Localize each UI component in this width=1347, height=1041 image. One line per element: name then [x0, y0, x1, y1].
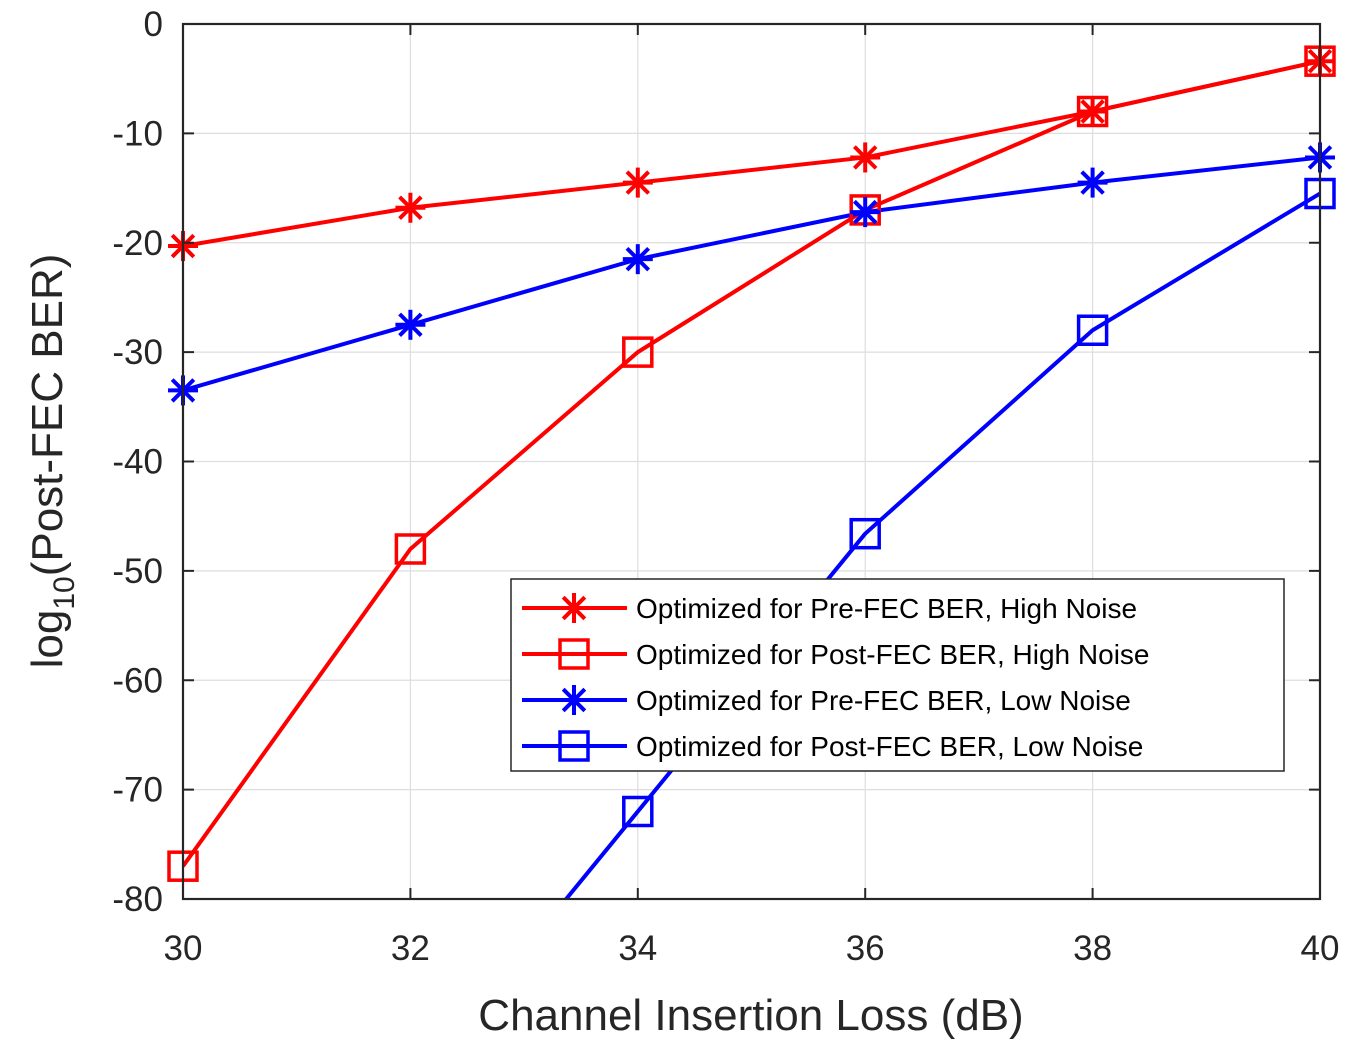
x-axis-title: Channel Insertion Loss (dB): [478, 991, 1023, 1040]
series-layer: [183, 59, 1320, 899]
y-axis-title-prefix: log: [23, 610, 72, 669]
y-tick-label: -60: [112, 661, 163, 700]
legend-label: Optimized for Pre-FEC BER, High Noise: [636, 593, 1137, 624]
x-tick-label: 38: [1073, 929, 1112, 968]
legend-label: Optimized for Post-FEC BER, High Noise: [636, 639, 1150, 670]
data-point-s1: [395, 192, 426, 223]
y-tick-label: -50: [112, 552, 163, 591]
legend-label: Optimized for Pre-FEC BER, Low Noise: [636, 685, 1131, 716]
ticks: [182, 23, 1321, 900]
legend-entry-1: Optimized for Pre-FEC BER, High Noise: [522, 593, 1137, 624]
data-point-s3: [850, 197, 881, 228]
data-point-s3: [1077, 167, 1108, 198]
tick-labels: 30 32 34 36 38 40 0 -10 -20 -30 -40 -50 -60 -70 -80: [112, 5, 1339, 968]
y-tick-label: -40: [112, 443, 163, 482]
legend-entries: Optimized for Pre-FEC BER, High Noise Opt…: [522, 593, 1150, 762]
y-tick-label: 0: [144, 5, 163, 44]
legend-marker: [559, 593, 589, 623]
data-point-s4: [1076, 314, 1109, 346]
data-point-s4: [622, 795, 654, 828]
legend-marker: [559, 685, 589, 715]
x-tick-label: 30: [164, 929, 203, 968]
y-axis-title: log10(Post-FEC BER): [23, 254, 81, 669]
legend-label: Optimized for Post-FEC BER, Low Noise: [636, 731, 1143, 762]
data-point-s1: [850, 142, 881, 173]
y-tick-label: -20: [112, 224, 163, 263]
data-point-s1: [1077, 96, 1108, 127]
x-tick-label: 36: [846, 929, 885, 968]
legend-entry-4: Optimized for Post-FEC BER, Low Noise: [522, 730, 1143, 762]
data-point-s2: [1076, 95, 1109, 128]
y-tick-label: -70: [112, 771, 163, 810]
data-point-s1: [622, 167, 653, 198]
y-axis-title-subscript: 10: [48, 576, 81, 609]
legend-marker: [558, 638, 590, 670]
x-tick-label: 34: [618, 929, 657, 968]
y-axis-title-suffix: (Post-FEC BER): [23, 254, 72, 577]
data-point-s2: [622, 336, 654, 368]
data-point-s4: [849, 517, 881, 550]
y-tick-label: -30: [112, 333, 163, 372]
series-line-4: [563, 191, 1320, 899]
x-tick-label: 40: [1301, 929, 1340, 968]
legend-entry-2: Optimized for Post-FEC BER, High Noise: [522, 638, 1150, 670]
series-line-3: [183, 155, 1320, 393]
legend-marker: [558, 730, 590, 762]
legend-entry-3: Optimized for Pre-FEC BER, Low Noise: [522, 685, 1131, 716]
x-tick-label: 32: [391, 929, 430, 968]
series-line-2: [183, 59, 1320, 868]
legend: Optimized for Pre-FEC BER, High Noise Opt…: [510, 578, 1285, 772]
data-point-s3: [622, 244, 653, 275]
data-point-s2: [394, 533, 427, 565]
data-point-s3: [395, 309, 426, 340]
legend-box: [510, 578, 1285, 772]
y-tick-label: -80: [112, 880, 163, 919]
y-tick-label: -10: [112, 114, 163, 153]
